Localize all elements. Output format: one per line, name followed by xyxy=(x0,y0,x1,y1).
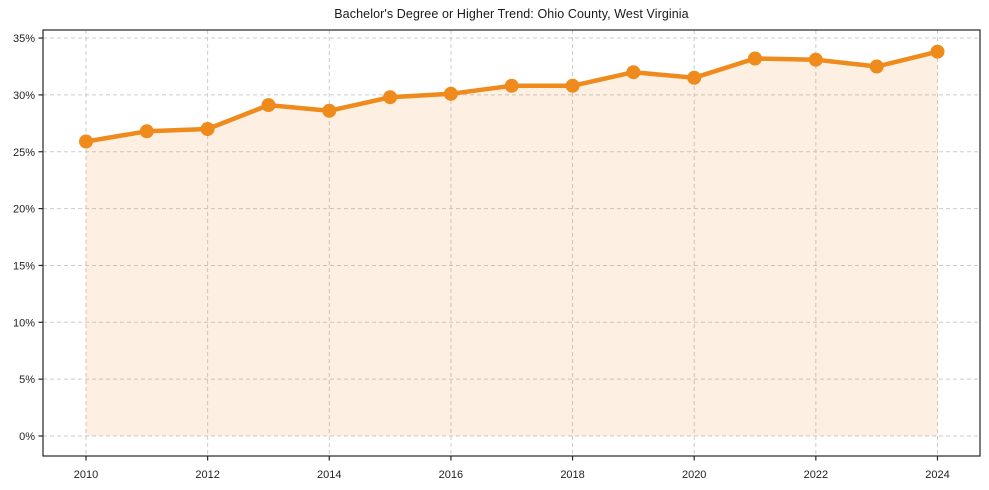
x-tick-label: 2010 xyxy=(74,469,98,481)
y-tick-label: 0% xyxy=(19,431,35,443)
data-point-marker xyxy=(869,59,884,74)
y-tick-label: 20% xyxy=(13,204,35,216)
y-tick-label: 15% xyxy=(13,260,35,272)
data-point-marker xyxy=(565,78,580,93)
x-tick-label: 2018 xyxy=(560,469,584,481)
y-tick-label: 5% xyxy=(19,374,35,386)
y-tick-label: 10% xyxy=(13,317,35,329)
data-point-marker xyxy=(200,122,215,136)
y-tick-label: 25% xyxy=(13,147,35,159)
x-tick-label: 2022 xyxy=(804,469,828,481)
y-tick-label: 30% xyxy=(13,90,35,102)
x-tick-label: 2020 xyxy=(682,469,706,481)
data-point-marker xyxy=(626,65,641,80)
data-point-marker xyxy=(748,51,762,66)
area-fill xyxy=(86,51,938,436)
data-point-marker xyxy=(383,90,398,105)
chart-title: Bachelor's Degree or Higher Trend: Ohio … xyxy=(334,7,689,21)
data-point-marker xyxy=(79,134,93,149)
data-point-marker xyxy=(930,44,945,59)
data-point-marker xyxy=(139,124,154,139)
x-tick-label: 2012 xyxy=(195,469,219,481)
y-tick-label: 35% xyxy=(13,33,35,45)
data-point-marker xyxy=(443,86,458,101)
data-point-marker xyxy=(504,78,519,93)
data-point-marker xyxy=(687,70,702,85)
x-tick-label: 2014 xyxy=(317,469,341,481)
data-point-marker xyxy=(808,52,823,67)
plot-frame xyxy=(42,29,981,457)
x-tick-label: 2016 xyxy=(439,469,463,481)
data-point-marker xyxy=(322,103,337,118)
data-point-marker xyxy=(261,98,276,113)
x-tick-label: 2024 xyxy=(925,469,949,481)
